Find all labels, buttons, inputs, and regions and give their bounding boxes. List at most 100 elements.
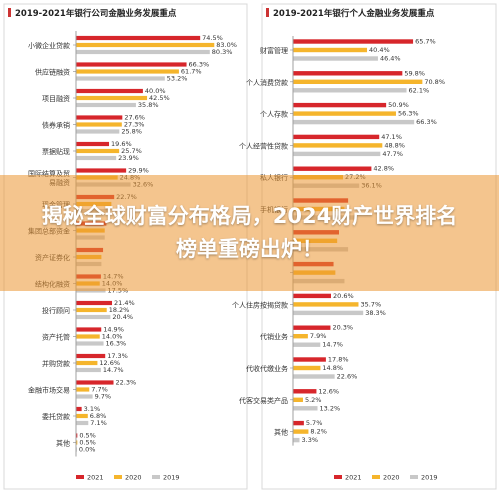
data-label: 38.3% (365, 309, 386, 317)
data-label: 56.3% (398, 110, 419, 118)
bar-2021 (293, 325, 331, 330)
category-label: 代销业务 (260, 332, 288, 341)
data-label: 7.7% (91, 385, 108, 393)
bar-2021 (76, 141, 110, 147)
bar-2021 (293, 71, 403, 76)
data-label: 20.3% (332, 324, 353, 332)
chart-title-marker (8, 8, 11, 17)
data-label: 0.5% (79, 438, 96, 446)
data-label: 9.7% (95, 392, 112, 400)
category-label: 个人存款 (260, 110, 288, 119)
category-label: 代客交易类产品 (239, 396, 288, 405)
data-label: 50.9% (388, 101, 409, 109)
data-label: 47.7% (382, 150, 403, 158)
data-label: 13.2% (320, 404, 341, 412)
data-label: 42.5% (149, 94, 170, 102)
bar-2019 (76, 49, 210, 55)
bar-2020 (76, 413, 88, 419)
bar-2019 (293, 56, 378, 61)
bar-2021 (293, 357, 326, 362)
bar-2021 (76, 353, 106, 359)
legend-swatch-2021 (334, 475, 342, 479)
bar-2019 (293, 310, 364, 316)
data-label: 12.6% (318, 387, 339, 395)
category-label: 资产托管 (42, 333, 70, 342)
data-label: 3.3% (302, 436, 319, 444)
bar-2020 (76, 387, 90, 392)
category-label: 个人住房按揭贷款 (232, 300, 288, 309)
chart-title: 2019-2021年银行个人金融业务发展重点 (273, 8, 435, 19)
bar-2021 (76, 168, 127, 173)
bar-2021 (76, 88, 143, 94)
category-label: 投行顾问 (42, 306, 70, 315)
data-label: 5.7% (306, 419, 323, 427)
bar-2020 (76, 122, 122, 127)
bar-2019 (76, 420, 89, 426)
bar-2021 (293, 166, 372, 171)
legend-label: 2021 (345, 474, 362, 482)
bar-2020 (293, 365, 321, 371)
data-label: 0.0% (79, 445, 96, 453)
data-label: 48.8% (384, 141, 405, 149)
bar-2021 (293, 420, 304, 426)
data-label: 6.8% (90, 412, 107, 420)
data-label: 14.8% (322, 364, 343, 372)
bar-2021 (76, 35, 201, 41)
bar-2019 (76, 394, 93, 399)
data-label: 22.6% (337, 373, 358, 381)
category-label: 委托贷款 (42, 412, 70, 421)
bar-2019 (76, 76, 165, 81)
data-label: 46.4% (380, 55, 401, 63)
bar-2021 (293, 39, 414, 44)
bar-2021 (76, 406, 82, 412)
category-label: 个人消费贷款 (246, 78, 288, 87)
data-label: 7.9% (310, 332, 327, 340)
data-label: 25.7% (121, 147, 142, 155)
data-label: 14.7% (103, 366, 124, 374)
data-label: 42.8% (373, 165, 394, 173)
data-label: 40.0% (145, 87, 166, 95)
data-label: 21.4% (114, 299, 135, 307)
data-label: 12.6% (99, 359, 120, 367)
data-label: 25.8% (121, 127, 142, 135)
data-label: 29.9% (128, 166, 149, 174)
headline-text: 揭秘全球财富分布格局，2024财产世界排名榜单重磅出炉！ (41, 204, 458, 261)
category-label: 其他 (56, 439, 70, 448)
bar-2021 (76, 433, 78, 438)
bar-2019 (76, 341, 104, 346)
bar-2021 (293, 389, 317, 394)
data-label: 66.3% (416, 118, 437, 126)
bar-2020 (293, 429, 309, 434)
data-label: 0.5% (79, 431, 96, 439)
bar-2020 (293, 111, 396, 116)
bar-2020 (76, 95, 148, 101)
bar-2020 (293, 79, 423, 84)
data-label: 17.3% (107, 352, 128, 360)
data-label: 83.0% (216, 41, 237, 49)
bar-2020 (293, 47, 368, 53)
bar-2020 (76, 42, 215, 48)
data-label: 17.8% (328, 356, 349, 364)
data-label: 7.1% (90, 419, 107, 427)
data-label: 80.3% (212, 48, 233, 56)
data-label: 8.2% (310, 428, 327, 436)
legend-swatch-2021 (76, 475, 84, 479)
bar-2019 (293, 437, 300, 443)
bar-2021 (293, 134, 380, 140)
bar-2020 (293, 397, 303, 402)
data-label: 22.3% (116, 378, 137, 386)
bar-2021 (76, 115, 123, 120)
bar-2019 (293, 88, 407, 93)
category-label: 小微企业贷款 (28, 41, 70, 50)
bar-2019 (293, 374, 335, 379)
data-label: 35.7% (360, 300, 381, 308)
bar-2020 (293, 143, 383, 148)
category-label: 债券承销 (42, 121, 70, 130)
bar-2019 (76, 155, 117, 161)
bar-2020 (76, 334, 100, 339)
data-label: 14.9% (103, 325, 124, 333)
legend-label: 2019 (421, 474, 438, 482)
bar-2019 (76, 367, 101, 373)
data-label: 35.8% (138, 101, 159, 109)
bar-2021 (293, 102, 387, 108)
